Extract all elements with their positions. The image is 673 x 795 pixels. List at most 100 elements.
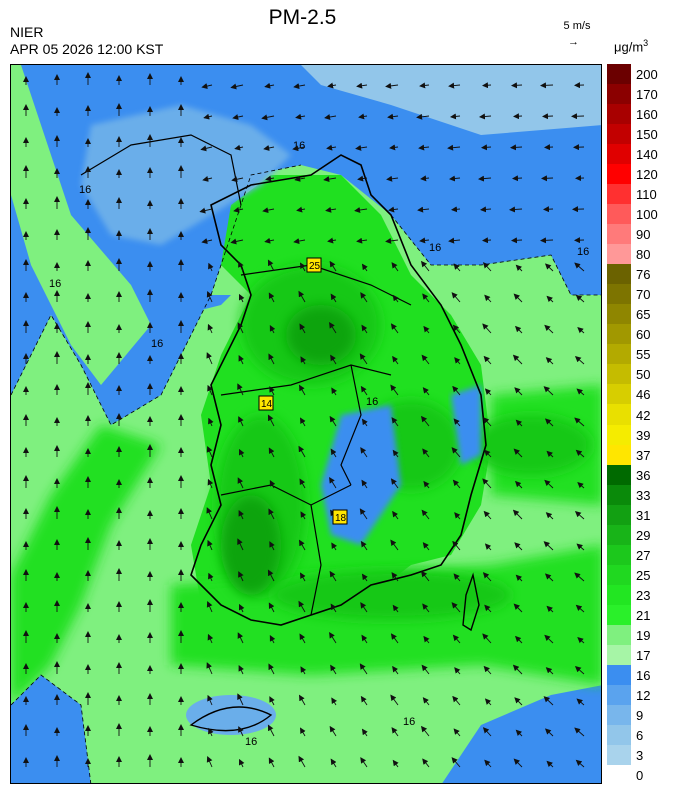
wind-arrow [268, 447, 275, 458]
wind-arrow [208, 727, 214, 737]
legend-label: 50 [636, 367, 651, 383]
wind-arrow [420, 725, 430, 737]
north-border [80, 134, 242, 206]
wind-arrow [453, 263, 461, 272]
legend-swatch [607, 544, 631, 566]
wind-arrow [230, 83, 244, 90]
wind-arrow [452, 540, 461, 551]
wind-arrow [330, 448, 337, 458]
legend-swatch [607, 364, 631, 385]
wind-arrow [544, 263, 554, 272]
org-label: NIER [10, 24, 44, 40]
wind-arrow [238, 261, 244, 272]
unit-exponent: 3 [643, 38, 649, 48]
wind-arrow [574, 262, 585, 272]
wind-arrow [355, 144, 368, 151]
legend-label: 23 [636, 587, 651, 603]
wind-arrow [452, 324, 461, 334]
contour-line-16 [11, 674, 92, 783]
legend-swatch [607, 264, 631, 285]
wind-arrow [263, 145, 275, 151]
wind-arrow [360, 385, 368, 396]
pale-blue-region [301, 65, 601, 135]
wind-arrow [206, 445, 213, 458]
wind-arrow [361, 479, 368, 489]
wind-arrow [514, 325, 523, 334]
wind-arrow [203, 113, 213, 120]
wind-arrow [514, 635, 523, 644]
wind-arrow [451, 206, 461, 213]
wind-arrow [509, 206, 523, 213]
wind-arrow [512, 664, 523, 675]
wind-arrow [234, 144, 244, 151]
wind-arrow [546, 760, 554, 768]
wind-arrow [238, 726, 244, 737]
wind-arrow [513, 293, 523, 303]
wind-arrow [546, 605, 554, 613]
legend-label: 110 [636, 187, 657, 203]
wind-arrow [423, 635, 430, 644]
wind-arrow [577, 637, 585, 644]
legend-swatch [607, 184, 631, 205]
legend-swatch [607, 124, 631, 145]
legend-label: 90 [636, 227, 651, 243]
pm25-map[interactable]: 16 16 16 16 16 16 16 16 16 25 14 18 [10, 64, 602, 784]
wind-arrow [300, 356, 307, 365]
legend-label: 37 [636, 447, 651, 463]
legend-swatch [607, 344, 631, 365]
legend-swatch [607, 304, 631, 325]
wind-arrow [385, 237, 399, 244]
legend-label: 65 [636, 307, 651, 323]
wind-arrow [293, 83, 306, 89]
wind-arrow [267, 569, 275, 582]
wind-arrow [359, 508, 368, 520]
wind-arrow [238, 603, 245, 613]
legend-label: 27 [636, 547, 651, 563]
wind-arrow [238, 758, 245, 768]
legend-label: 12 [636, 687, 651, 703]
wind-arrow [452, 385, 461, 396]
contour-label: 16 [79, 184, 91, 196]
wind-arrow [482, 572, 492, 582]
wind-arrow [574, 417, 585, 427]
wind-arrow [356, 82, 368, 89]
legend-swatch [607, 144, 631, 165]
wind-arrow [237, 383, 244, 396]
legend-label: 33 [636, 487, 651, 503]
wind-arrow [390, 694, 399, 706]
wind-arrow [422, 448, 430, 458]
wind-arrow [200, 145, 213, 152]
wind-arrow [416, 113, 430, 120]
wind-arrow [360, 292, 368, 303]
wind-arrow [544, 479, 554, 489]
legend-swatch [607, 424, 631, 446]
legend-swatch [607, 164, 631, 185]
legend-swatch [607, 284, 631, 305]
wind-arrow [543, 541, 554, 551]
legend-label: 0 [636, 768, 644, 783]
wind-arrow [453, 573, 461, 582]
wind-arrow [482, 727, 492, 737]
station-label-box [306, 257, 322, 273]
wind-arrow [299, 478, 306, 489]
wind-arrow [299, 323, 306, 334]
wind-arrow [390, 633, 399, 644]
contour-label: 16 [151, 338, 163, 350]
wind-arrow [207, 694, 213, 706]
wind-arrow [479, 113, 492, 120]
legend-swatch [607, 744, 631, 766]
wind-arrow [238, 416, 244, 427]
small-blue-pocket [201, 295, 231, 310]
wind-arrow [420, 260, 430, 272]
wind-arrow [269, 325, 276, 334]
wind-arrow [330, 293, 337, 303]
wind-arrow [206, 290, 213, 303]
legend-label: 150 [636, 127, 658, 143]
wind-arrow [540, 237, 554, 244]
wind-arrow [419, 237, 430, 244]
wind-arrow [515, 729, 523, 737]
legend-label: 46 [636, 387, 651, 403]
wind-arrow [327, 82, 337, 89]
wind-arrow [392, 759, 399, 768]
legend-label: 160 [636, 107, 658, 123]
